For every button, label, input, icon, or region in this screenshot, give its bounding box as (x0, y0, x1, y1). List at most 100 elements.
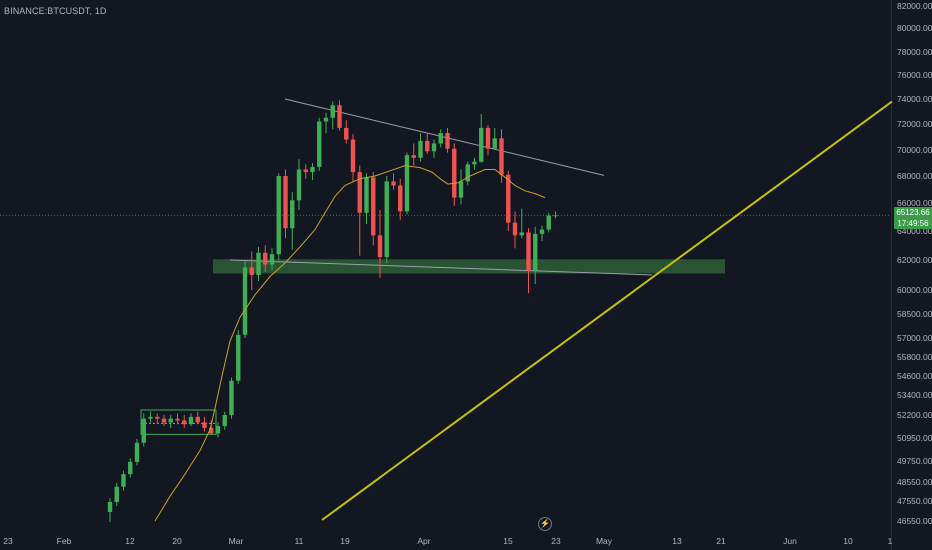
price-tick-label: 47550.00 (897, 496, 932, 506)
candle-body (263, 252, 268, 265)
candle-body (249, 267, 254, 275)
time-tick-label: 11 (295, 536, 304, 546)
price-tick-label: 82000.00 (897, 1, 932, 11)
candle-body (215, 426, 221, 434)
price-tick-label: 54600.00 (897, 371, 932, 381)
price-tick-label: 62000.00 (897, 255, 932, 265)
candle-body (188, 416, 194, 425)
candle-body (222, 415, 227, 427)
candle-body (384, 181, 389, 258)
candle-body (209, 427, 214, 434)
candle-body (431, 143, 437, 152)
candle-body (242, 267, 248, 335)
price-tick-label: 76000.00 (897, 70, 932, 80)
candle-body (519, 232, 524, 236)
candle-body (438, 133, 443, 144)
candle-body (458, 181, 464, 198)
candle-body (465, 164, 470, 182)
candle-body (526, 232, 531, 271)
candle-body (195, 416, 200, 423)
price-tick-label: 74000.00 (897, 94, 932, 104)
candle-body (492, 138, 497, 149)
candle-body (161, 418, 167, 423)
time-tick-label: 23 (3, 536, 13, 546)
candle-body (364, 177, 369, 213)
time-tick-label: Mar (229, 536, 244, 546)
last-price-value: 65123.66 (896, 208, 930, 218)
price-tick-label: 55800.00 (897, 352, 932, 362)
candle-body (330, 105, 335, 118)
candle-body (553, 215, 558, 217)
candle-body (155, 416, 160, 419)
price-tick-label: 72000.00 (897, 119, 932, 129)
candle-body (202, 422, 207, 428)
candle-body (418, 140, 423, 158)
candle-body (141, 418, 146, 443)
price-tick-label: 52200.00 (897, 410, 932, 420)
price-tick-label: 53400.00 (897, 390, 932, 400)
candle-body (344, 127, 349, 140)
time-tick-label: 12 (125, 536, 135, 546)
candle-body (391, 181, 396, 186)
candle-body (182, 420, 187, 425)
price-tick-label: 80000.00 (897, 23, 932, 33)
price-tick-label: 60000.00 (897, 285, 932, 295)
candle-body (148, 416, 153, 419)
price-tick-label: 46550.00 (897, 516, 932, 526)
tradingview-logo-icon[interactable]: ⚡ (538, 517, 552, 531)
candle-body (411, 155, 416, 158)
candle-body (323, 117, 329, 122)
candle-body (546, 215, 551, 230)
candle-body (107, 502, 113, 512)
time-tick-label: 15 (503, 536, 513, 546)
symbol-title: BINANCE:BTCUSDT, 1D (4, 6, 107, 16)
time-tick-label: 20 (172, 536, 182, 546)
moving-average-line (154, 165, 546, 522)
price-tick-label: 58500.00 (897, 309, 932, 319)
price-tick-label: 66000.00 (897, 198, 932, 208)
candle-body (350, 139, 356, 173)
support-zone (213, 259, 725, 274)
candle-body (114, 486, 119, 502)
price-tick-label: 70000.00 (897, 145, 932, 155)
time-tick-label: 1 (888, 536, 893, 546)
rising-trendline (321, 100, 893, 521)
candle-body (506, 174, 511, 223)
time-tick-label: 10 (843, 536, 853, 546)
time-tick-label: 23 (551, 536, 561, 546)
candle-body (283, 176, 288, 229)
price-tick-label: 49750.00 (897, 456, 932, 466)
candle-body (357, 172, 362, 213)
time-tick-label: Feb (57, 536, 72, 546)
candle-body (499, 138, 504, 175)
candle-body (398, 185, 403, 212)
candle-body (310, 166, 315, 173)
price-tick-label: 64000.00 (897, 226, 932, 236)
candle-body (303, 169, 308, 173)
candle-body (512, 222, 518, 236)
price-tick-label: 57000.00 (897, 333, 932, 343)
price-tick-label: 50950.00 (897, 433, 932, 443)
candle-body (371, 177, 376, 236)
candle-body (296, 169, 302, 201)
candle-body (121, 474, 126, 487)
last-price-badge: 65123.66 17:49:56 (894, 207, 932, 230)
time-tick-label: 19 (340, 536, 350, 546)
time-tick-label: Jun (783, 536, 797, 546)
support-line (229, 259, 653, 276)
candle-body (269, 254, 275, 265)
time-tick-label: May (596, 536, 613, 546)
candle-body (290, 200, 295, 229)
price-tick-label: 48550.00 (897, 477, 932, 487)
candle-body (377, 235, 383, 258)
candle-body (452, 148, 457, 198)
candle-body (168, 418, 173, 423)
candle-body (533, 233, 538, 271)
candle-body (404, 155, 410, 212)
candle-body (276, 176, 281, 255)
candle-body (317, 121, 322, 167)
time-tick-label: Apr (417, 536, 430, 546)
time-tick-label: 21 (716, 536, 726, 546)
consolidation-box (140, 409, 217, 435)
